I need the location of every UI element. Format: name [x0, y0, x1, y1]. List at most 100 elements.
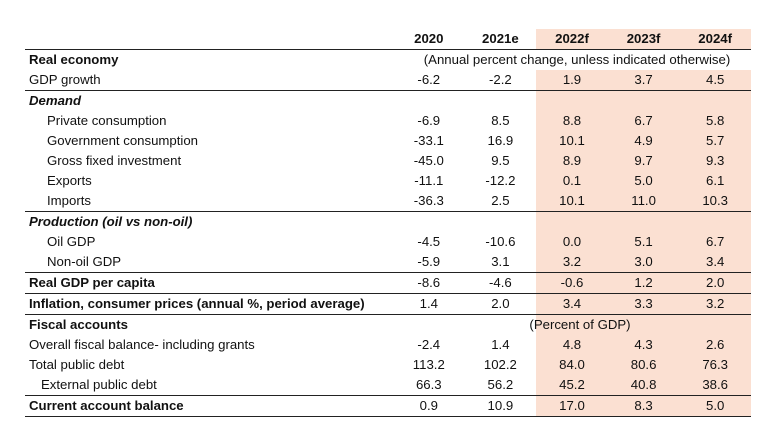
value-cell: 8.5 — [491, 113, 510, 128]
value-cell: 9.3 — [679, 151, 751, 171]
value-cell: -4.5 — [417, 234, 441, 249]
value-cell: 2.5 — [491, 193, 510, 208]
value-cell: 9.5 — [491, 153, 510, 168]
value-cell — [465, 91, 537, 111]
row-label: Exports — [47, 173, 92, 188]
table-row-current-account-balance: Current account balance 0.9 10.9 17.0 8.3 5.0 — [25, 395, 751, 417]
value-cell — [536, 91, 608, 111]
value-cell: -11.1 — [414, 173, 444, 188]
row-label: Non-oil GDP — [47, 254, 122, 269]
value-cell — [679, 315, 751, 335]
table-row-gross-fixed-investment: Gross fixed investment -45.0 9.5 8.9 9.7 9.3 — [25, 151, 751, 171]
value-cell: 6.7 — [679, 232, 751, 252]
row-label: Government consumption — [47, 133, 198, 148]
table-row-demand: Demand — [25, 90, 751, 111]
value-cell: 102.2 — [483, 357, 517, 372]
table-row-overall-fiscal-balance: Overall fiscal balance- including grants… — [25, 335, 751, 355]
value-cell: 0.9 — [419, 398, 438, 413]
value-cell: 1.4 — [419, 296, 438, 311]
row-note: (Percent of GDP) — [529, 317, 631, 332]
value-cell: 5.0 — [679, 396, 751, 416]
row-label: Real economy — [29, 52, 119, 67]
row-label: Total public debt — [29, 357, 125, 372]
value-cell: 4.5 — [679, 70, 751, 90]
value-cell — [465, 212, 537, 232]
row-label: External public debt — [41, 377, 157, 392]
value-cell: 10.3 — [679, 191, 751, 211]
value-cell — [393, 91, 465, 111]
value-cell: -10.6 — [485, 234, 516, 249]
value-cell: 5.1 — [607, 232, 680, 252]
row-label: Fiscal accounts — [29, 317, 128, 332]
value-cell: 0.0 — [536, 232, 608, 252]
row-label: GDP growth — [29, 72, 101, 87]
table-row-gdp-growth: GDP growth -6.2 -2.2 1.9 3.7 4.5 — [25, 70, 751, 90]
table-header-row: 2020 2021e 2022f 2023f 2024f — [25, 29, 751, 49]
value-cell — [393, 212, 465, 232]
value-cell: -8.6 — [417, 275, 441, 290]
value-cell: 4.8 — [536, 335, 608, 355]
value-cell: 3.0 — [607, 252, 680, 272]
value-cell: -0.6 — [536, 273, 608, 293]
value-cell: 40.8 — [607, 375, 680, 395]
value-cell: -33.1 — [413, 133, 444, 148]
value-cell: 56.2 — [487, 377, 514, 392]
value-cell: 17.0 — [536, 396, 608, 416]
value-cell: -2.4 — [417, 337, 441, 352]
row-label: Demand — [29, 93, 82, 108]
value-cell: 1.2 — [607, 273, 680, 293]
table-row-real-gdp-per-capita: Real GDP per capita -8.6 -4.6 -0.6 1.2 2.0 — [25, 272, 751, 293]
row-label: Inflation, consumer prices (annual %, pe… — [29, 296, 365, 311]
row-label: Gross fixed investment — [47, 153, 182, 168]
value-cell: -45.0 — [413, 153, 444, 168]
value-cell: 5.8 — [679, 111, 751, 131]
value-cell: 8.9 — [536, 151, 608, 171]
row-label: Real GDP per capita — [29, 275, 155, 290]
row-label: Overall fiscal balance- including grants — [29, 337, 255, 352]
value-cell — [393, 315, 465, 335]
value-cell: 3.3 — [607, 294, 680, 314]
table-body: Real economy (Annual percent change, unle… — [25, 49, 751, 417]
row-note: (Annual percent change, unless indicated… — [403, 50, 751, 70]
value-cell: -6.9 — [417, 113, 441, 128]
value-cell: 3.1 — [491, 254, 510, 269]
table-row-oil-gdp: Oil GDP -4.5 -10.6 0.0 5.1 6.7 — [25, 232, 751, 252]
table-row-government-consumption: Government consumption -33.1 16.9 10.1 4.9 5.… — [25, 131, 751, 151]
header-label-cell — [25, 29, 393, 49]
table-row-non-oil-gdp: Non-oil GDP -5.9 3.1 3.2 3.0 3.4 — [25, 252, 751, 272]
value-cell — [607, 315, 680, 335]
table-row-fiscal-accounts: Fiscal accounts (Percent of GDP) — [25, 314, 751, 335]
value-cell: 5.7 — [679, 131, 751, 151]
row-label: Production (oil vs non-oil) — [29, 214, 193, 229]
table-row-exports: Exports -11.1 -12.2 0.1 5.0 6.1 — [25, 171, 751, 191]
value-cell — [607, 91, 680, 111]
value-cell: 0.1 — [536, 171, 608, 191]
value-cell: 11.0 — [607, 191, 680, 211]
value-cell: -6.2 — [417, 72, 441, 87]
value-cell: 6.7 — [607, 111, 680, 131]
macro-outlook-table: 2020 2021e 2022f 2023f 2024f Real econom… — [25, 29, 751, 417]
value-cell: 10.1 — [536, 131, 608, 151]
table-row-inflation: Inflation, consumer prices (annual %, pe… — [25, 293, 751, 314]
value-cell: 3.4 — [679, 252, 751, 272]
value-cell: 4.9 — [607, 131, 680, 151]
value-cell: 8.3 — [607, 396, 680, 416]
table-row-imports: Imports -36.3 2.5 10.1 11.0 10.3 — [25, 191, 751, 211]
value-cell — [536, 212, 608, 232]
value-cell: 1.4 — [491, 337, 510, 352]
value-cell: -12.2 — [485, 173, 516, 188]
header-year-2024f: 2024f — [679, 29, 751, 49]
value-cell: 10.9 — [487, 398, 514, 413]
value-cell: 3.2 — [679, 294, 751, 314]
value-cell: -36.3 — [413, 193, 444, 208]
value-cell: 3.7 — [607, 70, 680, 90]
value-cell: 76.3 — [679, 355, 751, 375]
row-label: Current account balance — [29, 398, 184, 413]
value-cell: 80.6 — [607, 355, 680, 375]
header-year-2021e: 2021e — [482, 31, 519, 46]
row-label: Private consumption — [47, 113, 167, 128]
table-row-total-public-debt: Total public debt 113.2 102.2 84.0 80.6 76.3 — [25, 355, 751, 375]
value-cell — [679, 212, 751, 232]
value-cell: 2.0 — [491, 296, 510, 311]
value-cell: 2.0 — [679, 273, 751, 293]
